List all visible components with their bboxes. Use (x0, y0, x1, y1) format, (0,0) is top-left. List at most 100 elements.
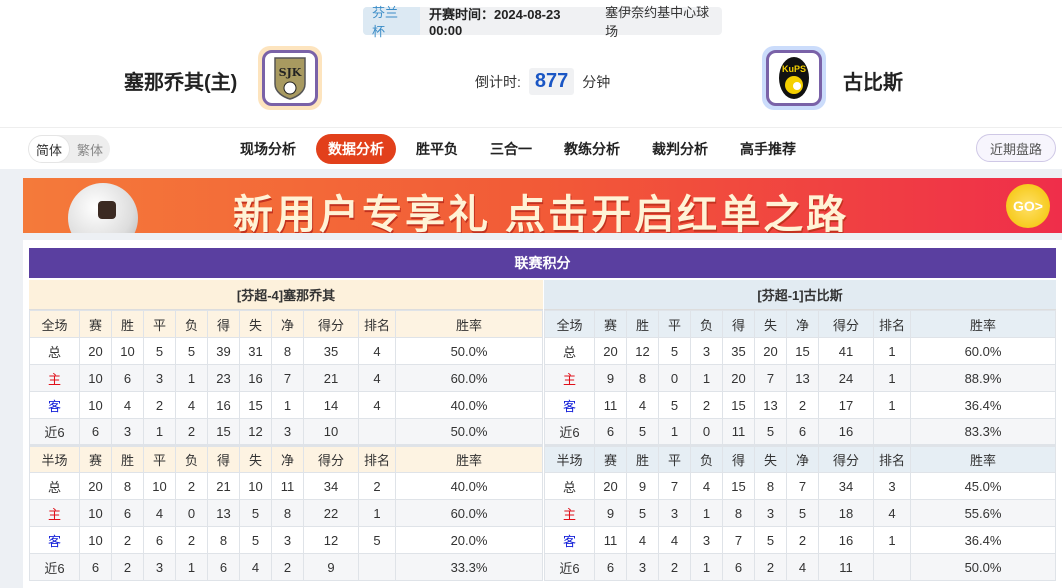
table-row: 主 10 6 3 1 23 16 7 21 4 60.0% (29, 364, 543, 392)
table-cell: 9 (594, 499, 627, 527)
column-header: 胜率 (910, 310, 1056, 338)
table-cell: 24 (818, 364, 874, 392)
column-header: 负 (690, 444, 723, 473)
table-cell: 10 (79, 364, 112, 392)
column-header: 赛 (594, 310, 627, 338)
cup-label[interactable]: 芬兰杯 (363, 5, 420, 39)
table-cell: 1 (658, 418, 691, 446)
tab-5[interactable]: 裁判分析 (652, 141, 708, 157)
table-cell: 2 (175, 526, 208, 554)
lang-traditional[interactable]: 繁体 (77, 142, 104, 158)
column-header: 胜 (111, 310, 144, 338)
soccer-ball-icon (68, 183, 138, 233)
tab-6[interactable]: 高手推荐 (740, 141, 796, 157)
table-cell: 15 (207, 418, 240, 446)
table-cell: 3 (143, 364, 176, 392)
row-label: 主 (29, 499, 80, 527)
column-header: 净 (271, 444, 304, 473)
row-label: 总 (29, 337, 80, 365)
table-cell: 9 (594, 364, 627, 392)
recent-odds-button[interactable]: 近期盘路 (976, 134, 1056, 162)
column-header: 平 (658, 444, 691, 473)
table-cell: 8 (111, 472, 144, 500)
column-header: 净 (786, 444, 819, 473)
away-team-name: 古比斯 (843, 72, 903, 94)
table-cell: 4 (786, 553, 819, 581)
table-cell: 35 (303, 337, 359, 365)
countdown-label: 倒计时: (475, 73, 521, 90)
table-cell: 21 (207, 472, 240, 500)
table-cell (873, 418, 911, 446)
venue: 塞伊奈约基中心球场 (605, 5, 710, 39)
banner-text: 新用户专享礼 点击开启红单之路 (233, 193, 850, 233)
away-standings-table: 全场赛胜平负得失净得分 排名 胜率总 20 12 5 3 35 20 15 41 1 60.0% 主 9 8 0… (544, 310, 1056, 581)
table-row: 近6 6 2 3 1 6 4 2 9 33.3% (29, 553, 543, 581)
half-header-row: 半场赛胜平负得失净得分 排名 胜率 (544, 444, 1056, 473)
table-cell: 4 (358, 337, 396, 365)
table-cell: 3 (690, 526, 723, 554)
table-cell: 1 (143, 418, 176, 446)
table-row: 主 9 8 0 1 20 7 13 24 1 88.9% (544, 364, 1056, 392)
table-cell: 4 (143, 499, 176, 527)
home-standings-table: 全场赛胜平负得失净得分 排名 胜率总 20 10 5 5 39 31 8 35 4 50.0% 主 10 6 3… (29, 310, 543, 581)
full-header-row: 全场赛胜平负得失净得分 排名 胜率 (29, 310, 543, 338)
standings-panel: 联赛积分 [芬超-4]塞那乔其 全场赛胜平负得失净得分 排名 胜率总 20 10 5 5 39… (23, 240, 1062, 588)
column-header: 得分 (818, 310, 874, 338)
column-header: 得 (722, 310, 755, 338)
promo-banner[interactable]: 新用户专享礼 点击开启红单之路 GO> (23, 178, 1062, 233)
away-team-logo[interactable]: KuPS (762, 46, 826, 110)
row-label: 近6 (544, 418, 595, 446)
table-cell: 6 (594, 553, 627, 581)
column-header: 得 (207, 310, 240, 338)
table-cell: 0 (175, 499, 208, 527)
table-cell: 5 (143, 337, 176, 365)
table-cell: 20 (754, 337, 787, 365)
table-cell: 40.0% (395, 472, 543, 500)
table-cell: 36.4% (910, 391, 1056, 419)
table-cell: 60.0% (395, 364, 543, 392)
match-info-bar: 芬兰杯 开赛时间：2024-08-23 00:00 塞伊奈约基中心球场 (363, 5, 722, 39)
home-standings: [芬超-4]塞那乔其 全场赛胜平负得失净得分 排名 胜率总 20 10 5 5 39 31 8 35… (29, 280, 543, 581)
table-cell: 6 (111, 364, 144, 392)
table-cell: 3 (111, 418, 144, 446)
home-team-logo[interactable]: SJK (258, 46, 322, 110)
table-cell: 0 (658, 364, 691, 392)
row-label: 近6 (29, 418, 80, 446)
table-cell: 7 (658, 472, 691, 500)
column-header: 失 (754, 444, 787, 473)
tab-0[interactable]: 现场分析 (240, 141, 296, 157)
column-header: 排名 (873, 310, 911, 338)
table-cell: 8 (722, 499, 755, 527)
row-label: 主 (29, 364, 80, 392)
tab-1[interactable]: 数据分析 (316, 134, 396, 164)
column-header: 赛 (594, 444, 627, 473)
table-cell: 21 (303, 364, 359, 392)
lang-simplified[interactable]: 简体 (28, 135, 71, 163)
row-label: 近6 (544, 553, 595, 581)
table-cell: 11 (271, 472, 304, 500)
tab-3[interactable]: 三合一 (490, 141, 532, 157)
table-cell: 10 (303, 418, 359, 446)
table-cell: 41 (818, 337, 874, 365)
column-header: 得 (207, 444, 240, 473)
table-cell: 5 (626, 418, 659, 446)
table-cell: 8 (271, 499, 304, 527)
table-row: 近6 6 3 2 1 6 2 4 11 50.0% (544, 553, 1056, 581)
column-header: 净 (271, 310, 304, 338)
table-cell: 83.3% (910, 418, 1056, 446)
row-label: 主 (544, 364, 595, 392)
countdown: 倒计时: 877 分钟 (475, 68, 610, 95)
go-button[interactable]: GO> (1006, 184, 1050, 228)
table-cell: 1 (873, 337, 911, 365)
table-cell: 11 (818, 553, 874, 581)
table-cell: 33.3% (395, 553, 543, 581)
table-cell: 5 (358, 526, 396, 554)
tab-4[interactable]: 教练分析 (564, 141, 620, 157)
half-header-row: 半场赛胜平负得失净得分 排名 胜率 (29, 444, 543, 473)
table-cell: 6 (594, 418, 627, 446)
tab-2[interactable]: 胜平负 (416, 141, 458, 157)
table-cell: 15 (239, 391, 272, 419)
table-row: 主 10 6 4 0 13 5 8 22 1 60.0% (29, 499, 543, 527)
table-cell: 60.0% (910, 337, 1056, 365)
table-cell: 5 (786, 499, 819, 527)
